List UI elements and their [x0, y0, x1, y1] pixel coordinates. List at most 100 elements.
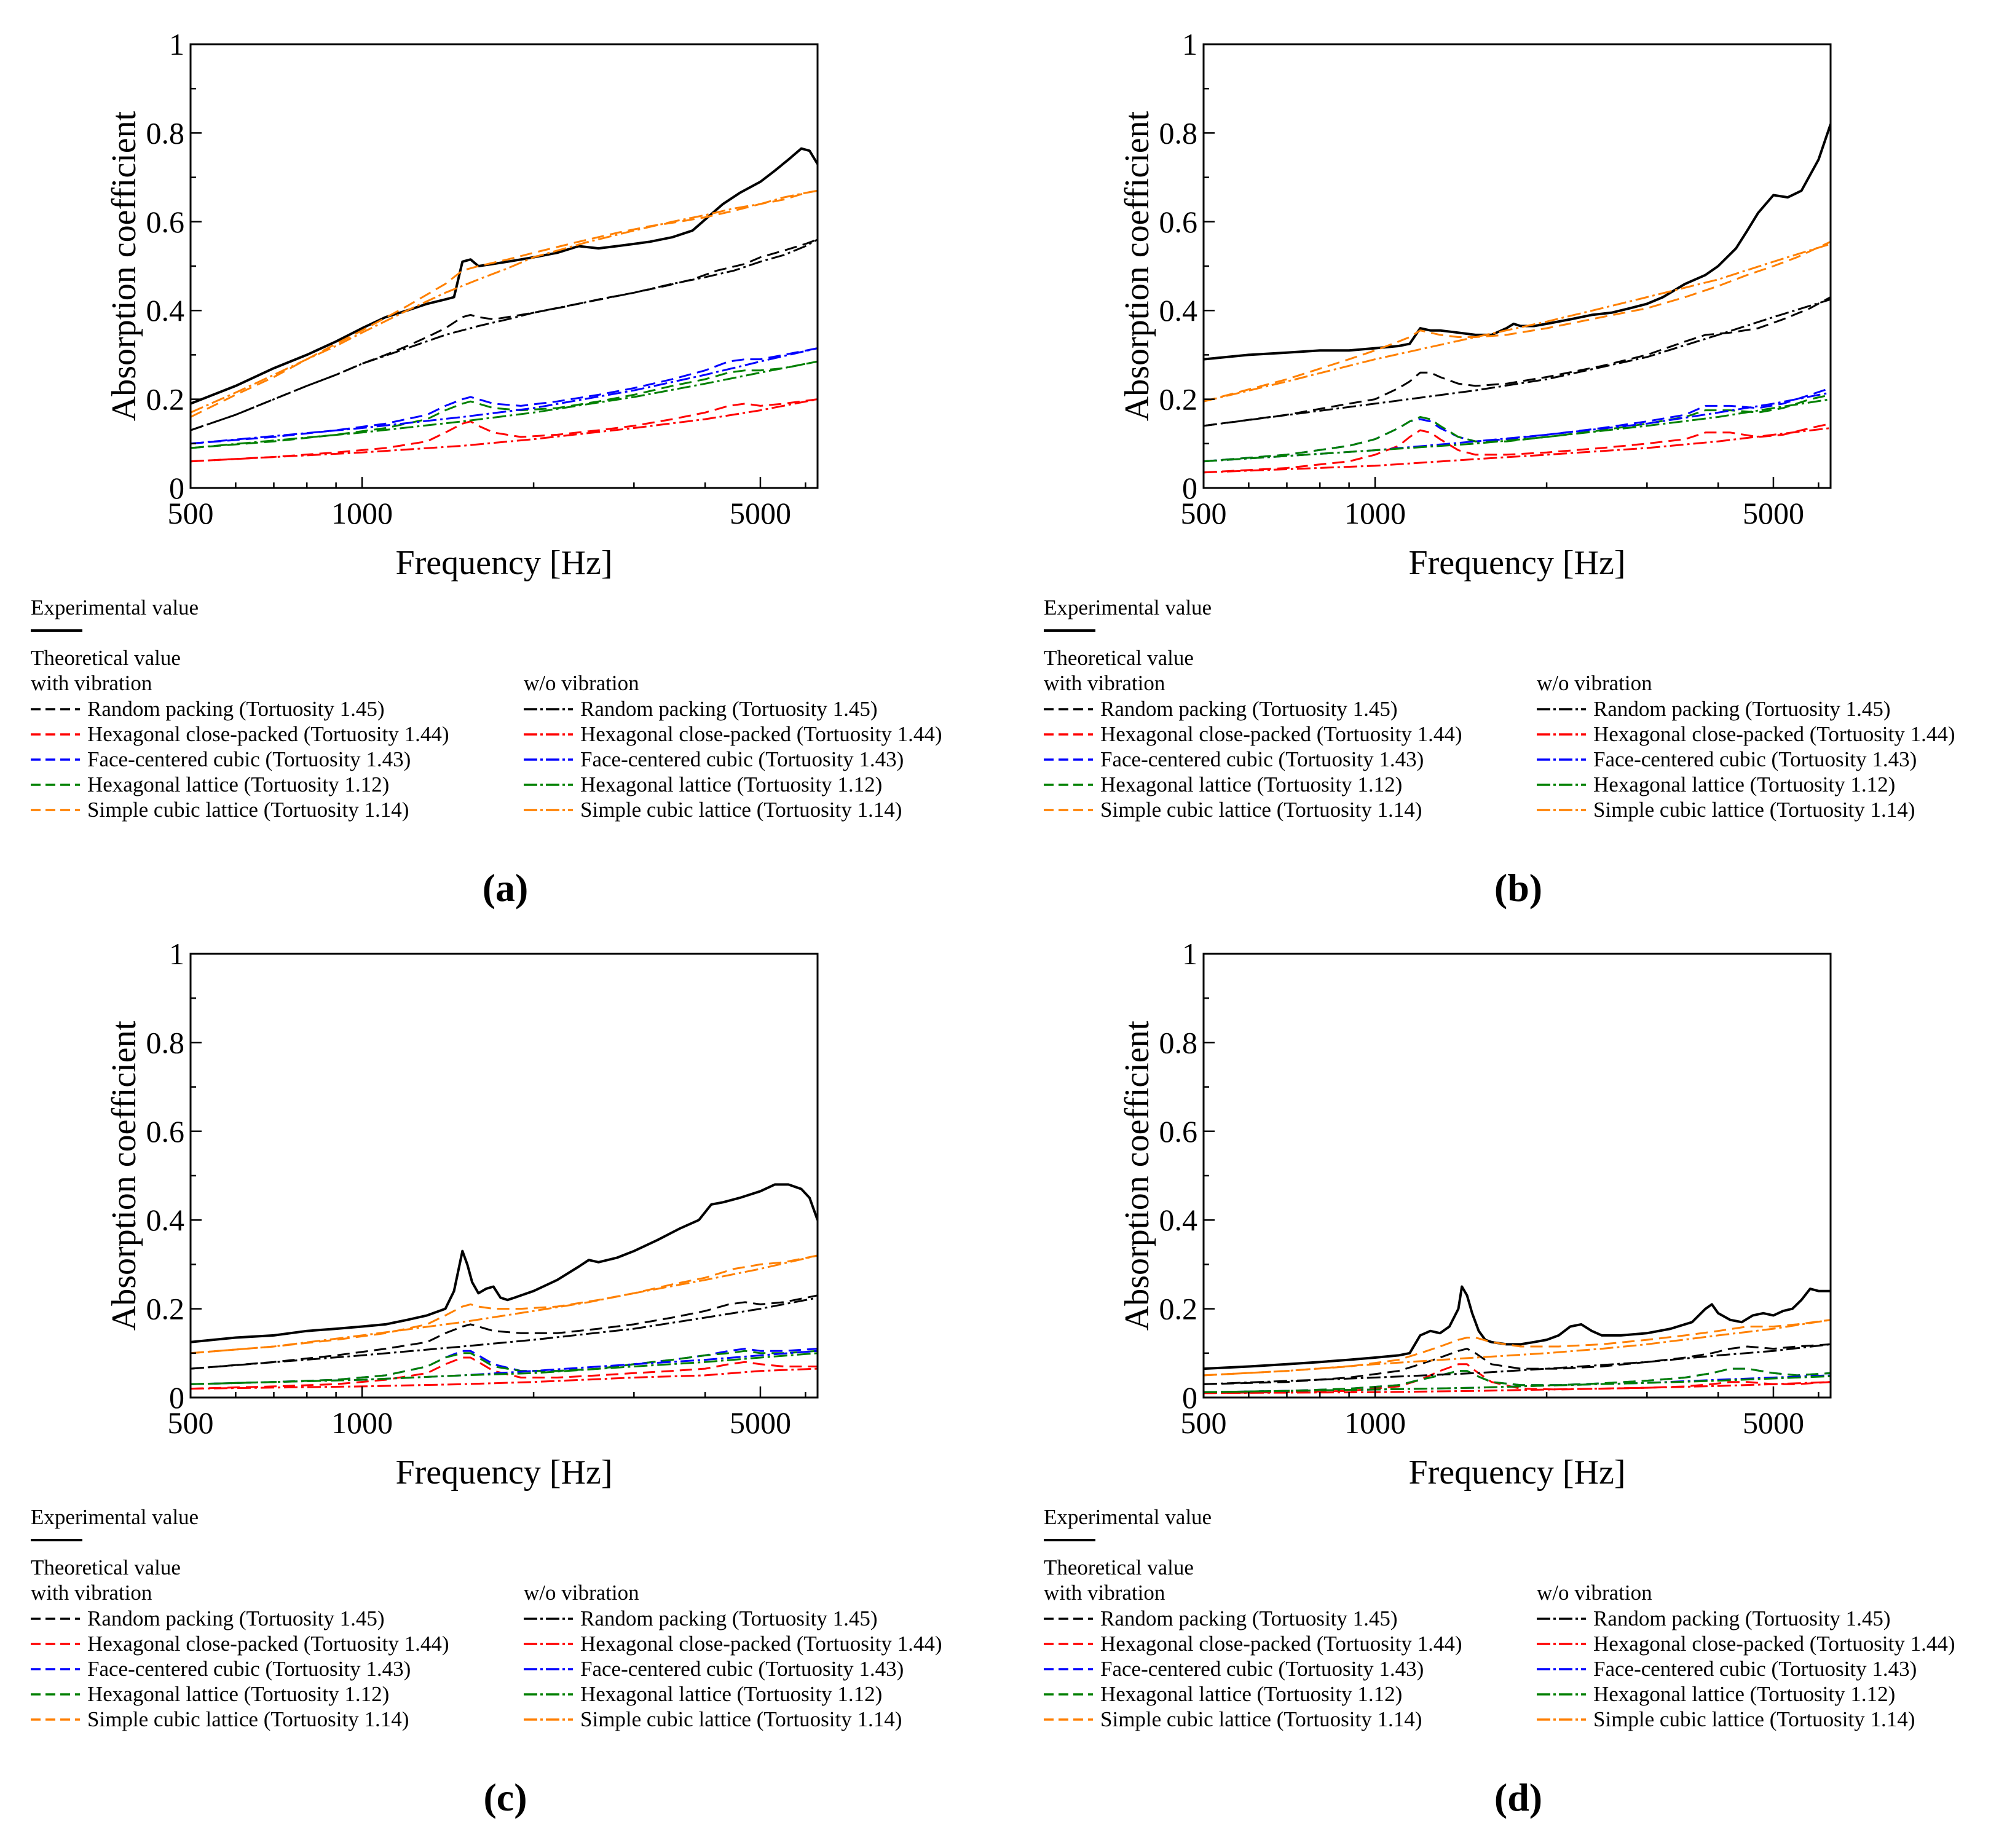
series-line-b-5 [1204, 240, 1831, 403]
legend-item-with: Face-centered cubic (Tortuosity 1.43) [87, 747, 411, 771]
y-tick-label: 0.8 [1159, 1025, 1198, 1060]
x-axis-label: Frequency [Hz] [396, 1453, 613, 1492]
series-line-c-0 [191, 1183, 818, 1343]
legend-item-without: Random packing (Tortuosity 1.45) [1593, 1606, 1891, 1630]
legend-without-vibration-label: w/o vibration [524, 671, 639, 695]
legend-item-with: Simple cubic lattice (Tortuosity 1.14) [1100, 798, 1422, 822]
series-line-c-4 [191, 1350, 818, 1385]
chart-panel-c: 500 1000 5000 0 0.2 0.4 0.6 0.8 1 Frequency [Hz] A… [31, 937, 942, 1819]
legend-item-without: Simple cubic lattice (Tortuosity 1.14) [1593, 798, 1915, 822]
y-axis-label: Absorption coefficient [1118, 111, 1156, 421]
series-line-c-10 [191, 1254, 818, 1355]
y-tick-label: 0.4 [1159, 293, 1198, 328]
chart-panel-d: 500 1000 5000 0 0.2 0.4 0.6 0.8 1 Frequency [Hz] A… [1044, 937, 1955, 1819]
series-line-b-4 [1204, 393, 1831, 463]
y-tick-label: 0.6 [146, 1114, 185, 1149]
x-tick-label: 1000 [1344, 1406, 1406, 1440]
panel-caption: (b) [1494, 866, 1542, 910]
series-line-c-1 [191, 1294, 818, 1370]
y-tick-label: 0.6 [146, 205, 185, 239]
legend: Experimental value Theoretical valuewith … [31, 1505, 942, 1731]
y-tick-label: 1 [169, 27, 184, 61]
y-axis-label: Absorption coefficient [105, 111, 143, 421]
x-tick-label: 500 [1181, 496, 1227, 530]
series-line-b-10 [1204, 243, 1831, 403]
series-line-d-5 [1204, 1319, 1831, 1377]
series-line-c-7 [191, 1367, 818, 1390]
x-tick-label: 1000 [331, 1406, 393, 1440]
legend-theoretical-label: Theoretical value [31, 646, 181, 670]
series-line-a-3 [191, 347, 818, 445]
legend-item-without: Hexagonal lattice (Tortuosity 1.12) [1593, 1682, 1895, 1706]
series-line-b-0 [1204, 124, 1831, 361]
legend: Experimental value Theoretical valuewith … [1044, 1505, 1955, 1731]
series-line-a-6 [191, 238, 818, 431]
legend-item-with: Face-centered cubic (Tortuosity 1.43) [1100, 1657, 1424, 1681]
series-line-b-2 [1204, 422, 1831, 474]
y-tick-label: 0.8 [146, 1025, 185, 1060]
legend-with-vibration-label: with vibration [1044, 671, 1165, 695]
series-group [191, 1183, 818, 1390]
legend-item-with: Hexagonal lattice (Tortuosity 1.12) [87, 773, 389, 796]
legend-item-without: Face-centered cubic (Tortuosity 1.43) [580, 747, 904, 771]
x-axis-label: Frequency [Hz] [1409, 1453, 1626, 1492]
y-tick-label: 0.4 [146, 293, 185, 328]
y-tick-label: 0.6 [1159, 1114, 1198, 1149]
legend-item-with: Hexagonal lattice (Tortuosity 1.12) [87, 1682, 389, 1706]
legend-item-with: Face-centered cubic (Tortuosity 1.43) [87, 1657, 411, 1681]
legend-item-with: Random packing (Tortuosity 1.45) [87, 1606, 385, 1630]
legend: Experimental value Theoretical valuewith … [31, 596, 942, 822]
legend-theoretical-label: Theoretical value [1044, 646, 1194, 670]
legend-item-with: Hexagonal close-packed (Tortuosity 1.44) [1100, 722, 1462, 746]
series-line-b-8 [1204, 391, 1831, 463]
y-tick-label: 1 [1182, 27, 1197, 61]
x-tick-label: 5000 [730, 1406, 791, 1440]
series-group [1204, 124, 1831, 474]
y-axis-label: Absorption coefficient [1118, 1020, 1156, 1331]
y-tick-label: 0 [1182, 1380, 1197, 1415]
legend-theoretical-label: Theoretical value [31, 1555, 181, 1579]
series-line-c-9 [191, 1352, 818, 1385]
legend-item-with: Hexagonal close-packed (Tortuosity 1.44) [1100, 1632, 1462, 1656]
legend-item-without: Face-centered cubic (Tortuosity 1.43) [1593, 747, 1917, 771]
legend-item-without: Simple cubic lattice (Tortuosity 1.14) [580, 798, 902, 822]
legend-item-without: Simple cubic lattice (Tortuosity 1.14) [580, 1707, 902, 1731]
series-line-d-9 [1204, 1375, 1831, 1393]
x-tick-label: 5000 [1743, 1406, 1804, 1440]
series-line-a-9 [191, 360, 818, 449]
series-line-a-5 [191, 189, 818, 418]
legend-item-without: Hexagonal close-packed (Tortuosity 1.44) [1593, 722, 1955, 746]
series-line-d-1 [1204, 1343, 1831, 1385]
legend-item-without: Hexagonal lattice (Tortuosity 1.12) [580, 1682, 882, 1706]
y-tick-label: 0.8 [146, 116, 185, 150]
legend-item-without: Hexagonal close-packed (Tortuosity 1.44) [580, 1632, 942, 1656]
series-group [1204, 1285, 1831, 1394]
series-line-d-0 [1204, 1285, 1831, 1370]
legend-item-without: Simple cubic lattice (Tortuosity 1.14) [1593, 1707, 1915, 1731]
legend-experimental-label: Experimental value [1044, 1505, 1212, 1529]
legend-item-with: Random packing (Tortuosity 1.45) [1100, 1606, 1398, 1630]
y-tick-label: 0 [1182, 471, 1197, 505]
y-tick-label: 0.4 [146, 1203, 185, 1237]
legend-item-with: Simple cubic lattice (Tortuosity 1.14) [87, 1707, 409, 1731]
legend-item-with: Hexagonal close-packed (Tortuosity 1.44) [87, 1632, 449, 1656]
series-line-b-1 [1204, 296, 1831, 427]
x-tick-label: 5000 [1743, 496, 1804, 530]
series-line-c-2 [191, 1356, 818, 1390]
series-line-a-2 [191, 398, 818, 463]
legend-item-with: Random packing (Tortuosity 1.45) [87, 697, 385, 721]
legend-item-without: Random packing (Tortuosity 1.45) [580, 1606, 878, 1630]
legend-item-without: Hexagonal lattice (Tortuosity 1.12) [580, 773, 882, 796]
series-line-a-7 [191, 398, 818, 463]
legend-without-vibration-label: w/o vibration [524, 1581, 639, 1605]
y-tick-label: 1 [169, 937, 184, 971]
x-tick-label: 500 [1181, 1406, 1227, 1440]
series-line-a-0 [191, 147, 818, 405]
series-line-b-9 [1204, 398, 1831, 463]
legend-item-with: Random packing (Tortuosity 1.45) [1100, 697, 1398, 721]
series-line-c-5 [191, 1254, 818, 1355]
panel-caption: (c) [483, 1775, 527, 1819]
series-line-a-8 [191, 347, 818, 445]
series-group [191, 147, 818, 463]
series-line-b-3 [1204, 387, 1831, 463]
